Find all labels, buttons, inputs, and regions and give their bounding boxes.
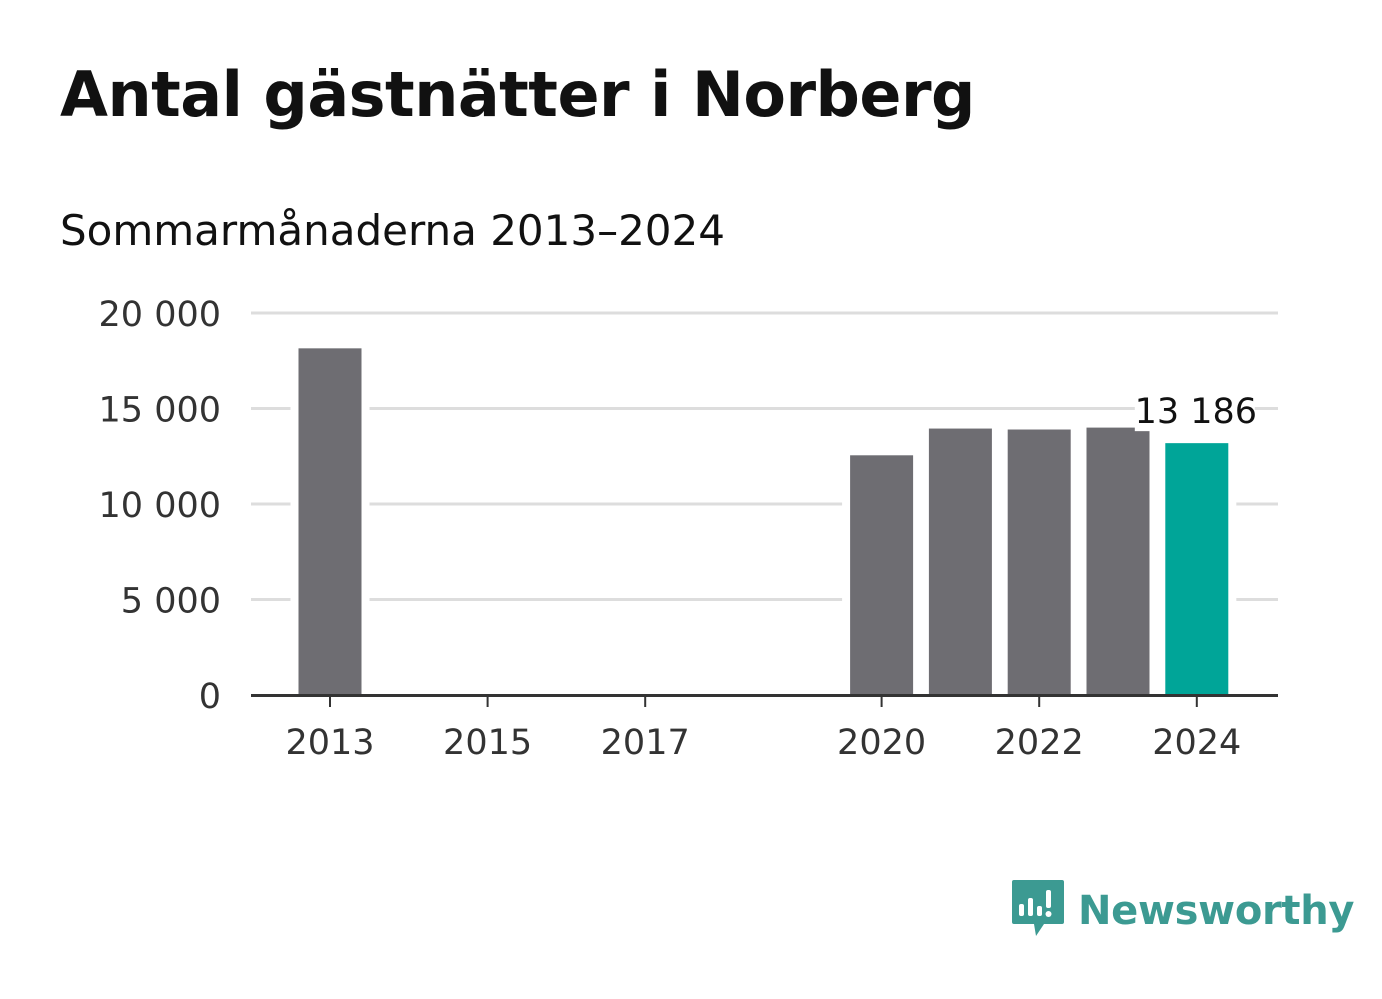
x-tick-label: 2022 (995, 723, 1084, 763)
x-tick-label: 2017 (601, 723, 690, 763)
chart-title: Antal gästnätter i Norberg (60, 58, 975, 131)
y-tick-label: 15 000 (99, 391, 221, 431)
bars (290, 348, 1237, 695)
bar (298, 348, 362, 695)
bar-highlight (1165, 443, 1229, 695)
labels: 0 5 000 10 000 15 000 20 000 13 186 2013 2015 20… (99, 295, 1258, 763)
data-label: 13 186 (1135, 392, 1257, 432)
x-tick-label: 2024 (1152, 723, 1241, 763)
x-axis (251, 694, 1278, 707)
newsworthy-logo-icon (1010, 878, 1066, 944)
y-tick-label: 0 (199, 677, 221, 717)
x-tick-label: 2020 (837, 723, 926, 763)
x-tick-label: 2015 (443, 723, 532, 763)
bar (928, 428, 992, 695)
bar (850, 455, 914, 695)
brand-logo: Newsworthy (1010, 878, 1355, 944)
bar (1007, 429, 1071, 695)
bar (1086, 427, 1150, 695)
y-tick-label: 20 000 (99, 295, 221, 335)
x-tick-label: 2013 (285, 723, 374, 763)
chart-subtitle: Sommarmånaderna 2013–2024 (60, 206, 725, 255)
y-tick-label: 5 000 (121, 582, 221, 622)
y-tick-label: 10 000 (99, 486, 221, 526)
brand-name: Newsworthy (1078, 888, 1355, 934)
data-label-bg (1134, 391, 1255, 432)
